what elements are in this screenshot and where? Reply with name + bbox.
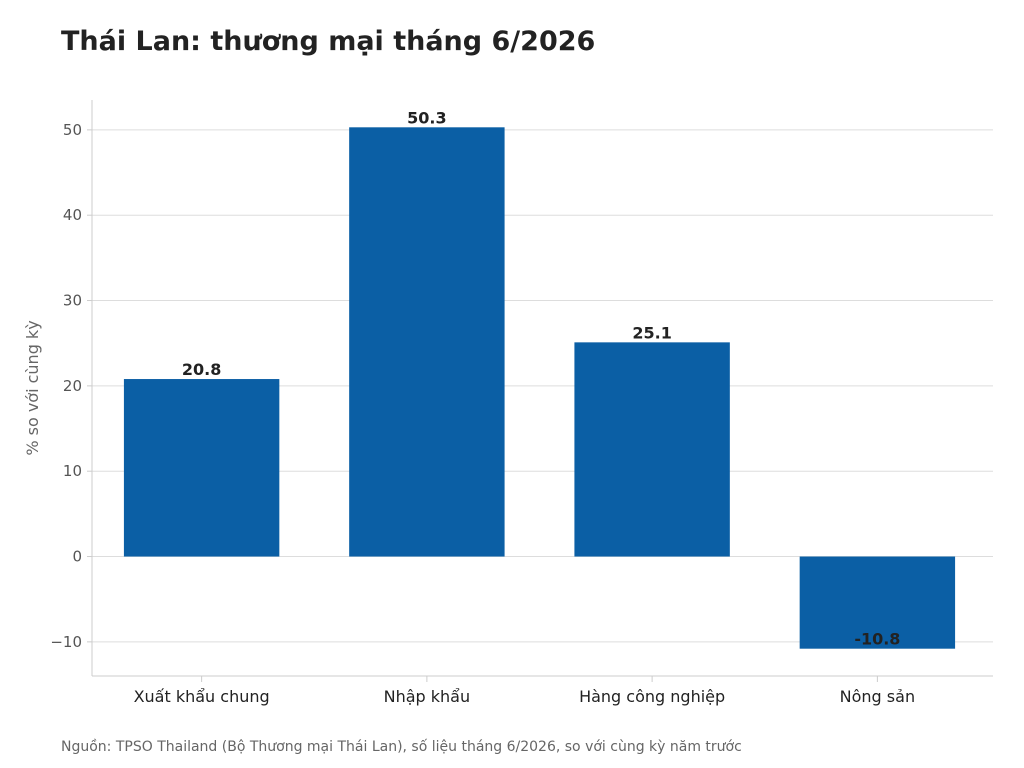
bars: 20.8 50.3 25.1 -10.8 <box>123 108 956 649</box>
bar <box>799 556 956 649</box>
y-axis-ticks: −10 0 10 20 30 40 50 <box>50 121 92 651</box>
data-label: 20.8 <box>182 360 221 379</box>
y-axis-label: % so với cùng kỳ <box>23 320 42 455</box>
y-tick-label: 20 <box>63 377 82 395</box>
x-axis-ticks: Xuất khẩu chung Nhập khẩu Hàng công nghiệp… <box>134 676 915 706</box>
bar <box>349 127 505 557</box>
y-tick-label: 10 <box>63 462 82 480</box>
data-label: 25.1 <box>632 323 671 342</box>
x-tick-label: Nhập khẩu <box>384 687 471 706</box>
data-label: 50.3 <box>407 108 446 127</box>
data-label: -10.8 <box>854 630 900 649</box>
source-note: Nguồn: TPSO Thailand (Bộ Thương mại Thái… <box>61 739 742 755</box>
y-tick-label: −10 <box>50 633 82 651</box>
y-tick-label: 0 <box>72 548 82 566</box>
chart-title: Thái Lan: thương mại tháng 6/2026 <box>61 26 596 57</box>
x-tick-label: Hàng công nghiệp <box>579 687 725 706</box>
bar <box>574 342 730 557</box>
x-tick-label: Nông sản <box>840 687 915 706</box>
x-tick-label: Xuất khẩu chung <box>134 687 270 706</box>
y-tick-label: 40 <box>63 206 82 224</box>
y-tick-label: 50 <box>63 121 82 139</box>
bar <box>123 379 280 557</box>
y-tick-label: 30 <box>63 292 82 310</box>
